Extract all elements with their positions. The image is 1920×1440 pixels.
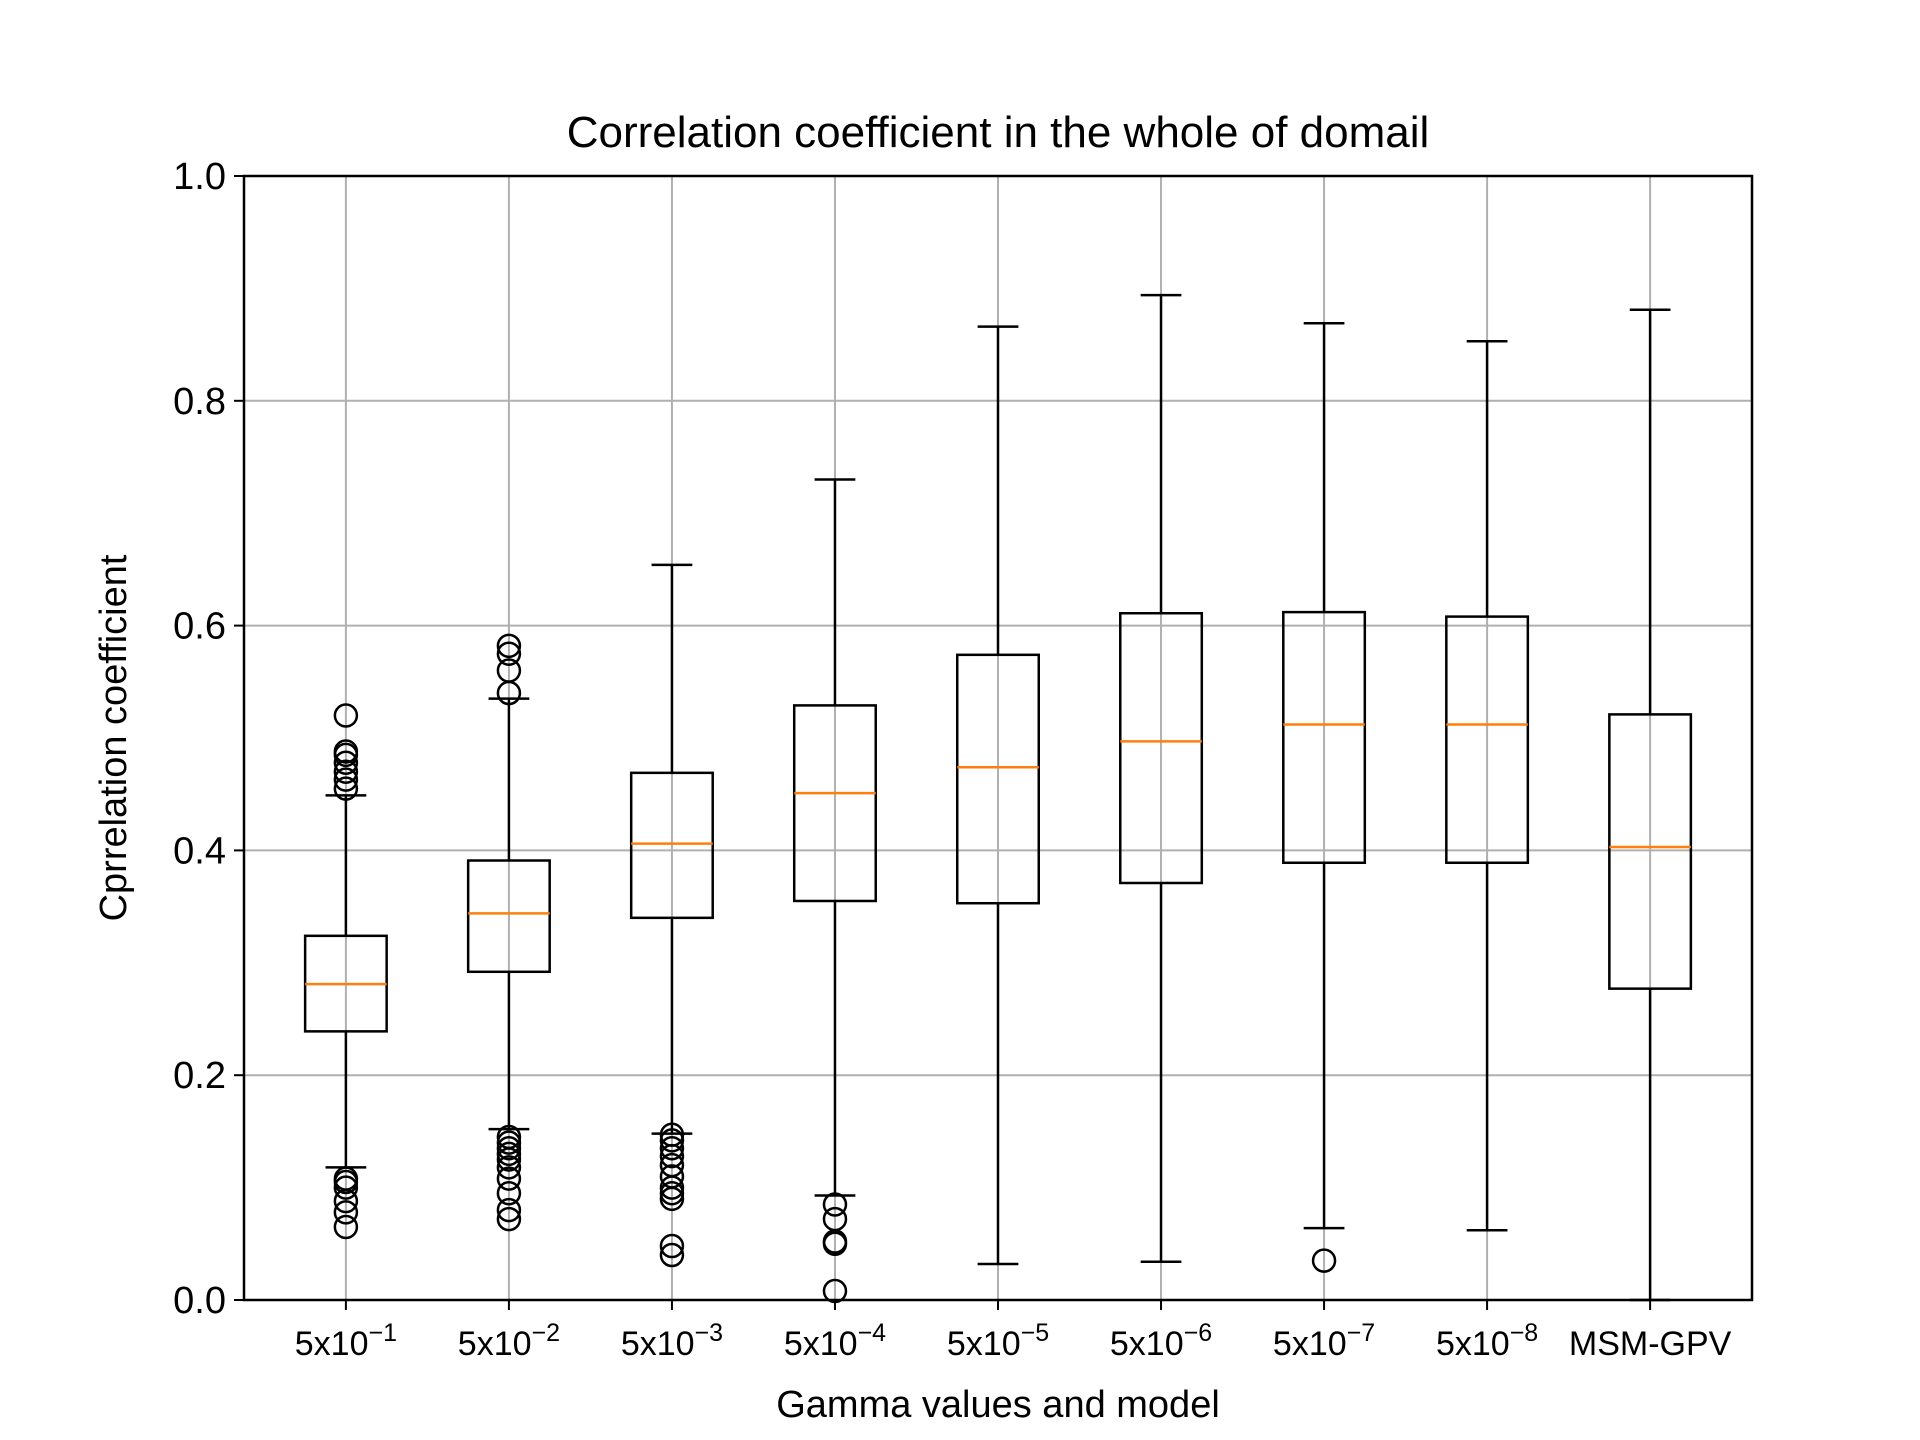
outlier-point (496, 1197, 522, 1223)
outlier-point (496, 641, 522, 666)
x-tick-label-base: 5x10 (458, 1325, 532, 1363)
x-tick-label: 5x10−1 (295, 1319, 397, 1363)
box-group (955, 325, 1041, 1266)
outlier-point (496, 1130, 522, 1155)
outlier-point (496, 658, 522, 683)
x-tick-label-exponent: −3 (695, 1319, 724, 1347)
box-group (303, 703, 388, 1240)
x-tick-label: 5x10−6 (1110, 1319, 1212, 1363)
iqr-box (1445, 615, 1530, 865)
y-tick-label: 0.4 (173, 830, 226, 872)
outlier-point (496, 1166, 522, 1191)
x-tick-label: 5x10−5 (947, 1319, 1049, 1363)
outlier-point (333, 1214, 359, 1240)
x-tick-label-base: 5x10 (1273, 1325, 1347, 1363)
outlier-point (659, 1233, 685, 1259)
iqr-box (629, 771, 714, 920)
iqr-box (1282, 610, 1367, 865)
x-tick-label-base: 5x10 (947, 1325, 1021, 1363)
box-group (466, 633, 551, 1232)
x-tick-label: 5x10−8 (1436, 1319, 1538, 1363)
x-tick-label-exponent: −2 (532, 1319, 561, 1347)
outlier-point (333, 1175, 359, 1200)
outlier-point (496, 1155, 522, 1180)
box-group (1282, 321, 1367, 1273)
outlier-point (496, 1180, 522, 1206)
outlier-point (333, 1166, 359, 1191)
outlier-point (333, 1200, 359, 1225)
outlier-point (1311, 1248, 1337, 1273)
outlier-point (659, 1136, 685, 1161)
iqr-box (955, 653, 1041, 905)
x-tick-label-exponent: −6 (1184, 1319, 1213, 1347)
iqr-box (1119, 611, 1204, 885)
outlier-point (659, 1180, 685, 1206)
iqr-box (1608, 713, 1693, 990)
x-tick-label: 5x10−3 (621, 1319, 723, 1363)
outlier-point (496, 633, 522, 659)
chart-title: Correlation coefficient in the whole of … (567, 108, 1430, 157)
y-tick-label: 1.0 (173, 156, 226, 198)
y-axis: 0.0 0.2 0.4 0.6 0.8 1.0 (173, 156, 244, 1322)
outlier-point (496, 1141, 522, 1167)
y-axis-label: Cprrelation coefficient (93, 554, 135, 921)
box-group (1445, 339, 1530, 1232)
x-tick-label-exponent: −7 (1347, 1319, 1376, 1347)
outlier-point (822, 1192, 848, 1217)
box-group (1119, 293, 1204, 1264)
y-tick-label: 0.0 (173, 1280, 226, 1322)
x-tick-label-base: 5x10 (1436, 1325, 1510, 1363)
outlier-point (659, 1164, 685, 1189)
outlier-point (659, 1122, 685, 1148)
x-tick-label-exponent: −8 (1510, 1319, 1539, 1347)
x-tick-label-base: MSM-GPV (1569, 1325, 1732, 1363)
x-tick-label: 5x10−4 (784, 1319, 886, 1363)
outlier-point (333, 703, 359, 728)
outlier-point (333, 739, 359, 764)
x-tick-label-exponent: −1 (369, 1319, 398, 1347)
x-tick-label-exponent: −4 (858, 1319, 887, 1347)
outlier-point (333, 759, 359, 784)
outlier-point (496, 1136, 522, 1161)
y-tick-label: 0.2 (173, 1055, 226, 1097)
box-group (792, 478, 877, 1304)
outlier-point (822, 1206, 848, 1232)
y-tick-label: 0.8 (173, 381, 226, 423)
outlier-point (659, 1128, 685, 1153)
x-tick-label: 5x10−7 (1273, 1319, 1375, 1363)
outlier-point (333, 776, 359, 801)
x-tick-label-base: 5x10 (784, 1325, 858, 1363)
y-tick-label: 0.6 (173, 606, 226, 648)
x-tick-label: MSM-GPV (1569, 1325, 1732, 1363)
x-tick-label-base: 5x10 (295, 1325, 369, 1363)
outlier-point (496, 1124, 522, 1150)
outlier-point (333, 750, 359, 775)
outlier-point (659, 1152, 685, 1178)
x-tick-label-base: 5x10 (1110, 1325, 1184, 1363)
box-group (629, 563, 714, 1268)
outlier-point (496, 1206, 522, 1232)
x-axis: 5x10−1 5x10−2 5x10−3 5x10−4 5x10−5 5x10−6 5x10… (295, 1300, 1732, 1363)
x-tick-label-base: 5x10 (621, 1325, 695, 1363)
x-tick-label-exponent: −5 (1021, 1319, 1050, 1347)
iqr-box (466, 859, 551, 974)
outlier-point (333, 767, 359, 792)
x-tick-label: 5x10−2 (458, 1319, 560, 1363)
x-axis-label: Gamma values and model (776, 1384, 1220, 1426)
box-plot-series (303, 293, 1693, 1304)
outlier-point (659, 1242, 685, 1268)
iqr-box (792, 704, 877, 903)
